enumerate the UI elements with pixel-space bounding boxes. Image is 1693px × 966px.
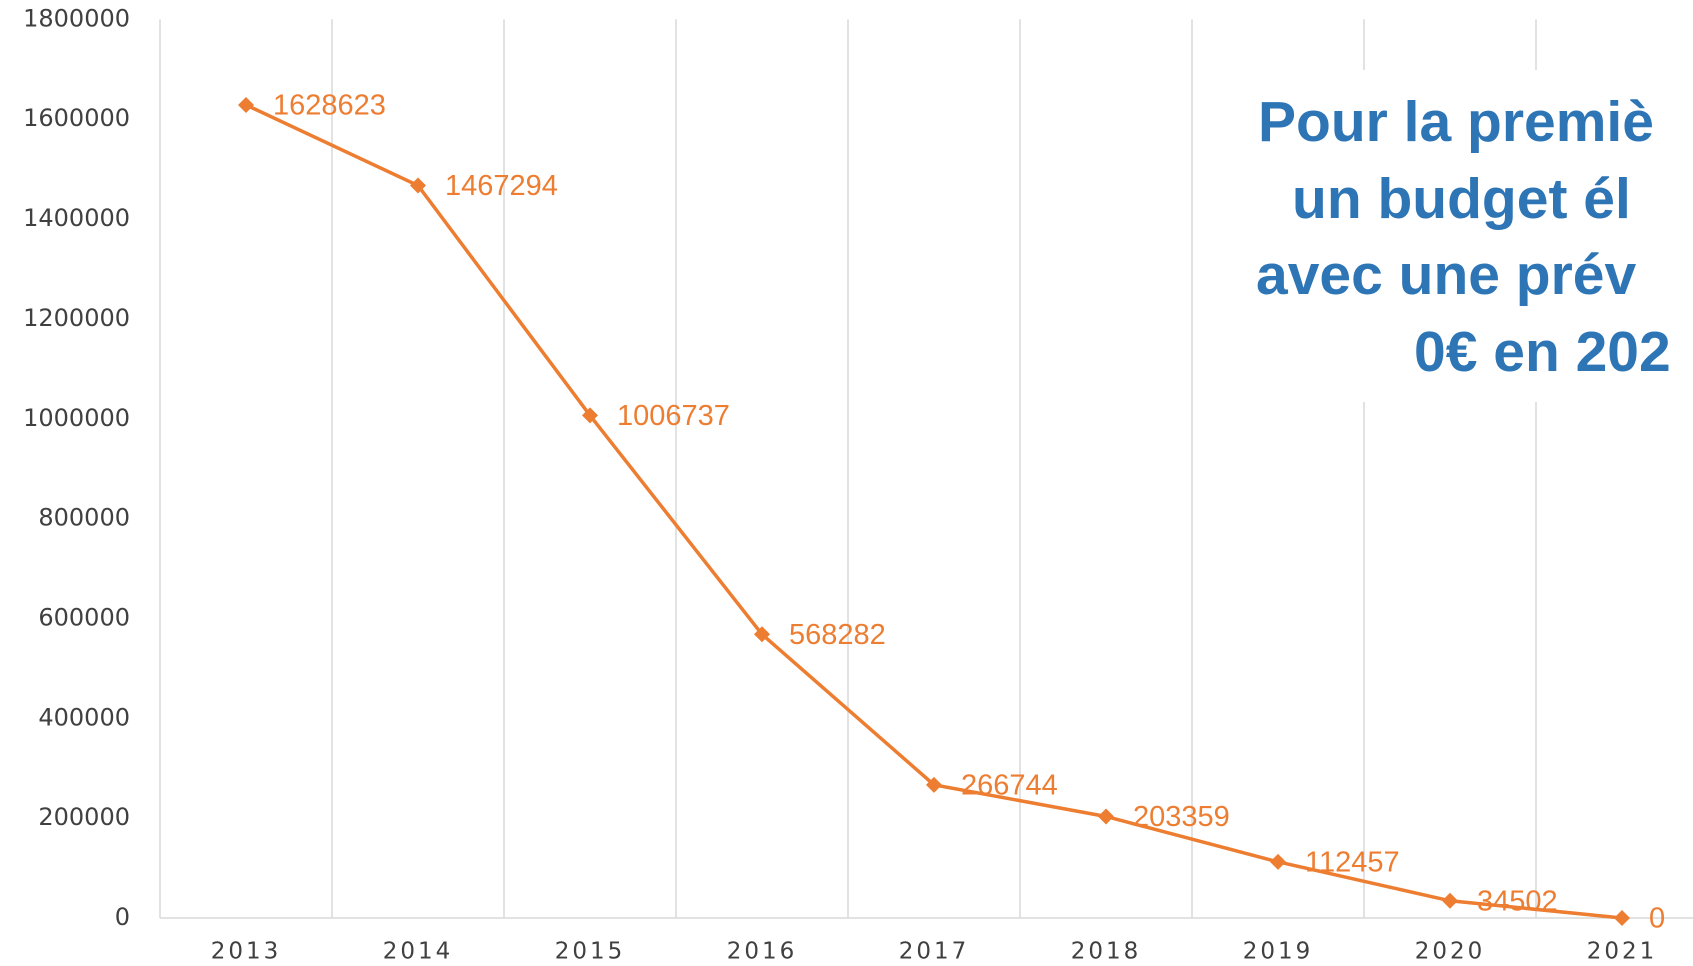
- x-tick-label: 2017: [899, 939, 970, 965]
- x-tick-label: 2020: [1415, 939, 1486, 965]
- data-label: 112457: [1305, 847, 1400, 879]
- annotation-line: 0€ en 202: [1414, 320, 1671, 384]
- y-tick-label: 200000: [38, 803, 130, 831]
- y-tick-label: 1800000: [23, 4, 130, 32]
- marker: [582, 407, 598, 424]
- data-label: 1006737: [617, 400, 730, 432]
- y-tick-label: 600000: [38, 603, 130, 631]
- y-tick-label: 800000: [38, 504, 130, 532]
- annotation-line: avec une prév: [1256, 243, 1637, 307]
- y-tick-label: 400000: [38, 703, 130, 731]
- marker: [1270, 853, 1286, 870]
- y-tick-label: 1200000: [23, 304, 130, 332]
- annotation-line: Pour la premiè: [1258, 90, 1654, 154]
- marker: [1614, 910, 1630, 926]
- data-label: 34502: [1477, 885, 1558, 917]
- x-tick-label: 2013: [211, 939, 282, 965]
- data-label: 1628623: [273, 90, 386, 122]
- x-tick-label: 2014: [383, 939, 454, 965]
- data-label: 0: [1649, 903, 1665, 935]
- y-tick-label: 1600000: [23, 104, 130, 132]
- marker: [410, 177, 426, 194]
- marker: [1098, 808, 1114, 825]
- marker: [238, 96, 254, 113]
- x-tick-label: 2019: [1243, 939, 1314, 965]
- annotation-bg: [1245, 70, 1693, 402]
- data-label: 203359: [1133, 801, 1230, 833]
- y-tick-label: 1400000: [23, 204, 130, 232]
- y-tick-label: 0: [115, 903, 130, 931]
- data-label: 266744: [961, 769, 1058, 801]
- y-tick-label: 1000000: [23, 404, 130, 432]
- x-tick-label: 2018: [1071, 939, 1142, 965]
- data-label: 1467294: [445, 170, 558, 202]
- x-tick-label: 2015: [555, 939, 626, 965]
- data-label: 568282: [789, 619, 886, 651]
- annotation-line: un budget él: [1292, 167, 1631, 231]
- x-tick-label: 2021: [1587, 939, 1658, 965]
- marker: [754, 626, 770, 643]
- marker: [1442, 892, 1458, 909]
- x-tick-label: 2016: [727, 939, 798, 965]
- marker: [926, 776, 942, 793]
